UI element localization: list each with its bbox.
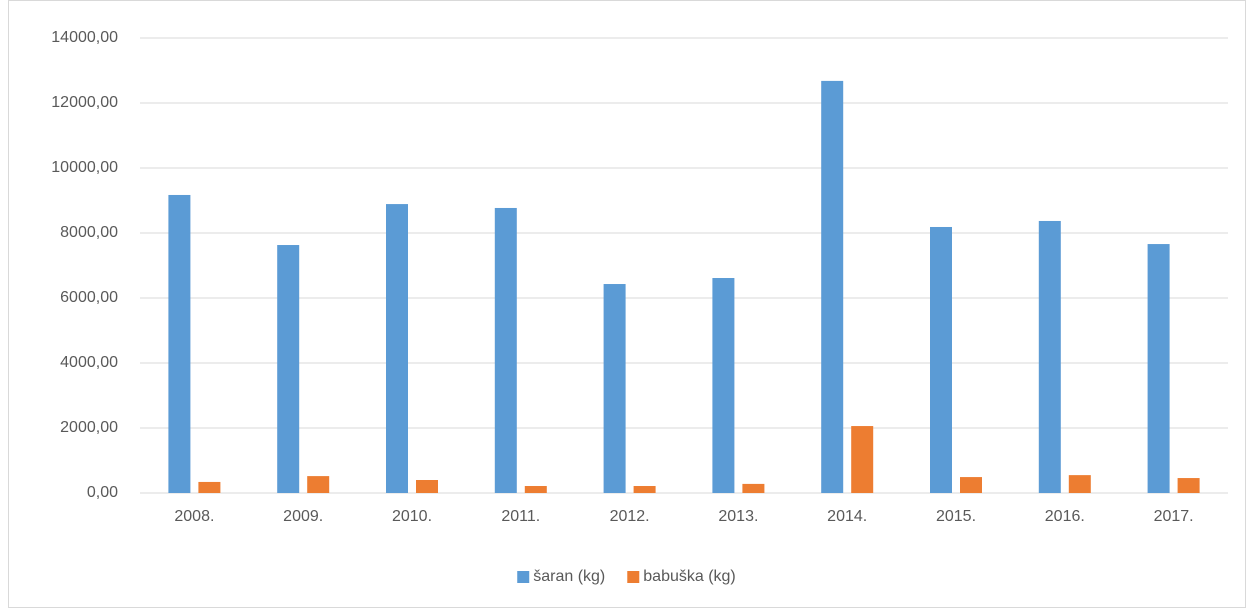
x-tick-label: 2010. [392, 508, 432, 525]
y-tick-label: 8000,00 [60, 224, 118, 241]
x-tick-label: 2008. [174, 508, 214, 525]
legend-swatch [517, 571, 530, 583]
bar [168, 194, 191, 493]
bar [307, 476, 330, 493]
bar [851, 426, 874, 493]
y-tick-label: 6000,00 [60, 289, 118, 306]
bar [1038, 220, 1061, 493]
y-tick-label: 14000,00 [51, 29, 118, 46]
bar [198, 481, 221, 493]
bar [960, 477, 982, 493]
x-tick-label: 2011. [501, 508, 540, 525]
y-tick-label: 10000,00 [51, 159, 118, 176]
x-tick-label: 2009. [283, 508, 323, 525]
bar [712, 278, 735, 493]
x-tick-label: 2015. [936, 508, 976, 525]
bar [1068, 475, 1091, 493]
legend-label: babuška (kg) [643, 568, 736, 585]
bar [821, 80, 844, 494]
x-tick-label: 2013. [718, 508, 758, 525]
x-tick-label: 2014. [827, 508, 867, 525]
bar [494, 207, 517, 493]
bar [277, 245, 300, 493]
x-tick-label: 2016. [1045, 508, 1085, 525]
bar [386, 204, 408, 493]
bar [742, 483, 765, 493]
bar [1147, 244, 1170, 493]
bar [416, 480, 438, 493]
x-tick-label: 2012. [610, 508, 650, 525]
bar [633, 486, 656, 493]
legend-swatch [627, 571, 640, 583]
bar [930, 226, 952, 494]
bar [524, 486, 547, 493]
y-tick-label: 0,00 [87, 484, 118, 501]
bar [1177, 478, 1200, 493]
y-tick-label: 2000,00 [60, 419, 118, 436]
bar [603, 284, 626, 493]
legend-label: šaran (kg) [533, 568, 605, 585]
y-tick-label: 4000,00 [60, 354, 118, 371]
x-tick-label: 2017. [1154, 508, 1194, 525]
y-tick-label: 12000,00 [51, 94, 118, 111]
